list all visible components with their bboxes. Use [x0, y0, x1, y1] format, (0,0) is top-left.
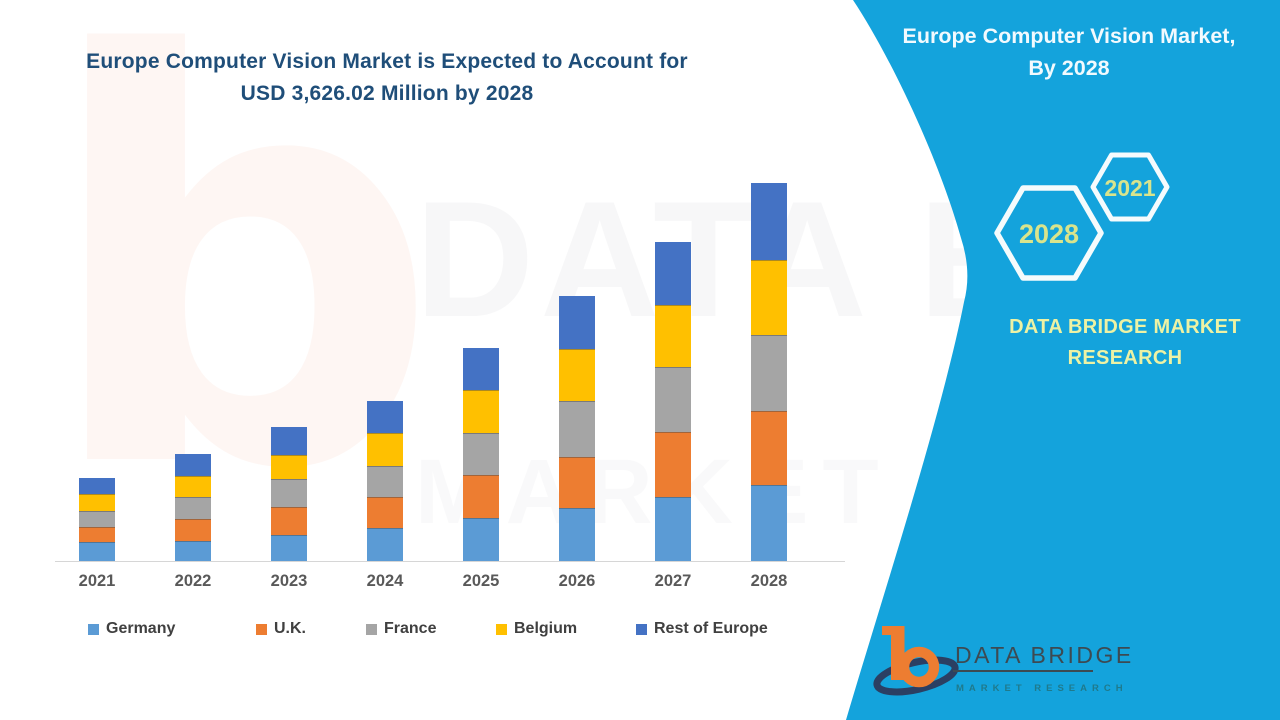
x-axis-label-2025: 2025 — [462, 572, 500, 590]
bar-segment-2027-france — [655, 366, 691, 432]
x-axis-label-2028: 2028 — [750, 572, 788, 590]
bar-segment-2028-germany — [751, 485, 787, 561]
bar-segment-2023-germany — [271, 534, 307, 561]
bar-segment-2022-france — [175, 496, 211, 519]
bar-segment-2022-belgium — [175, 475, 211, 497]
legend-swatch — [88, 623, 99, 635]
panel-brand-line1: DATA BRIDGE MARKET — [1009, 316, 1241, 338]
bar-segment-2027-germany — [655, 496, 691, 561]
bar-segment-2026-france — [559, 400, 595, 457]
bar-segment-2026-belgium — [559, 348, 595, 401]
panel-brand-text: DATA BRIDGE MARKET RESEARCH — [958, 312, 1280, 374]
x-axis-label-2026: 2026 — [558, 572, 596, 590]
bar-segment-2028-u-k- — [751, 411, 787, 486]
bar-segment-2024-u-k- — [367, 497, 403, 529]
bar-segment-2024-france — [367, 465, 403, 498]
x-axis-label-2022: 2022 — [174, 572, 212, 590]
bar-segment-2027-rest-of-europe — [655, 241, 691, 305]
bar-segment-2028-france — [751, 335, 787, 412]
x-axis-label-2027: 2027 — [654, 572, 692, 590]
chart-title: Europe Computer Vision Market is Expecte… — [28, 46, 746, 110]
hexagon-badge-2021 — [1090, 152, 1170, 222]
bar-segment-2023-belgium — [271, 455, 307, 480]
panel-title: Europe Computer Vision Market, By 2028 — [880, 20, 1258, 84]
bar-2023 — [271, 427, 307, 561]
bar-segment-2024-rest-of-europe — [367, 400, 403, 433]
x-axis-label-2024: 2024 — [366, 572, 404, 590]
bar-segment-2025-rest-of-europe — [463, 348, 499, 391]
legend-swatch — [636, 623, 647, 635]
bar-segment-2021-u-k- — [79, 527, 115, 543]
legend-item-germany: Germany — [88, 620, 175, 638]
bar-2026 — [559, 295, 595, 561]
logo-text-main: DATA BRIDGE — [955, 642, 1134, 668]
bar-segment-2022-germany — [175, 540, 211, 561]
bar-2024 — [367, 400, 403, 561]
legend-label: Rest of Europe — [654, 620, 768, 637]
bar-segment-2025-germany — [463, 518, 499, 561]
legend-label: France — [384, 620, 437, 637]
logo-text-sub: MARKET RESEARCH — [956, 683, 1128, 694]
bar-segment-2026-rest-of-europe — [559, 295, 595, 349]
panel-title-line2: By 2028 — [1028, 56, 1110, 80]
bar-segment-2024-belgium — [367, 433, 403, 466]
bar-segment-2023-u-k- — [271, 506, 307, 535]
logo-swoosh-ellipse — [873, 656, 959, 696]
bar-segment-2022-u-k- — [175, 518, 211, 541]
legend-item-belgium: Belgium — [496, 620, 577, 638]
hexagon-year-2028: 2028 — [1019, 219, 1079, 249]
bar-segment-2026-germany — [559, 508, 595, 561]
bar-segment-2023-france — [271, 479, 307, 507]
logo-b-bowl — [898, 646, 940, 688]
legend-swatch — [366, 623, 377, 635]
bar-segment-2024-germany — [367, 528, 403, 561]
legend-label: U.K. — [274, 620, 306, 637]
bar-segment-2021-belgium — [79, 494, 115, 511]
legend-item-france: France — [366, 620, 436, 638]
databridge-logo: DATA BRIDGE MARKET RESEARCH — [873, 626, 1134, 696]
bar-segment-2027-u-k- — [655, 431, 691, 497]
bar-2022 — [175, 453, 211, 561]
legend-label: Belgium — [514, 620, 578, 637]
bar-segment-2027-belgium — [655, 304, 691, 367]
bar-2028 — [751, 183, 787, 561]
legend-swatch — [496, 623, 507, 635]
panel-brand-line2: RESEARCH — [1067, 347, 1183, 369]
bar-2027 — [655, 241, 691, 561]
hexagon-year-2021: 2021 — [1104, 175, 1155, 201]
bar-2025 — [463, 348, 499, 561]
bar-2021 — [79, 478, 115, 561]
bar-segment-2021-germany — [79, 542, 115, 561]
chart-title-line1: Europe Computer Vision Market is Expecte… — [86, 50, 688, 73]
bar-segment-2025-belgium — [463, 390, 499, 434]
bar-segment-2028-belgium — [751, 259, 787, 336]
x-axis-label-2021: 2021 — [78, 572, 116, 590]
bar-segment-2022-rest-of-europe — [175, 453, 211, 476]
legend-item-rest-of-europe: Rest of Europe — [636, 620, 768, 638]
hexagon-badge-2028 — [994, 185, 1104, 281]
logo-b-flag — [882, 626, 904, 635]
legend-swatch — [256, 623, 267, 635]
bar-segment-2021-france — [79, 510, 115, 528]
x-axis-line — [55, 561, 845, 562]
x-axis-label-2023: 2023 — [270, 572, 308, 590]
bar-segment-2021-rest-of-europe — [79, 478, 115, 495]
bar-segment-2023-rest-of-europe — [271, 427, 307, 456]
chart-title-line2: USD 3,626.02 Million by 2028 — [240, 82, 534, 105]
legend-label: Germany — [106, 620, 176, 637]
bar-segment-2028-rest-of-europe — [751, 183, 787, 260]
bar-segment-2025-u-k- — [463, 475, 499, 519]
bar-segment-2026-u-k- — [559, 456, 595, 508]
legend-item-u-k-: U.K. — [256, 620, 306, 638]
bar-segment-2025-france — [463, 433, 499, 476]
panel-title-line1: Europe Computer Vision Market, — [902, 24, 1236, 48]
